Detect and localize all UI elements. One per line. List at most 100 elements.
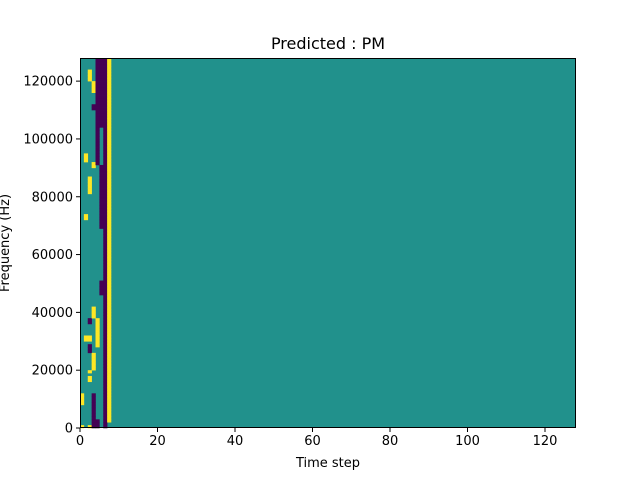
heatmap-cell [95, 419, 100, 423]
heatmap-cell [87, 69, 92, 73]
heatmap-cell [95, 115, 100, 119]
heatmap-cell [103, 257, 108, 261]
heatmap-cell [87, 72, 92, 76]
heatmap-cell [87, 78, 92, 82]
heatmap-cell [107, 107, 112, 111]
heatmap-cell [95, 98, 100, 102]
heatmap-cell [103, 373, 108, 377]
heatmap-cell [103, 156, 108, 160]
heatmap-cell [107, 196, 112, 200]
heatmap-cell [103, 367, 108, 371]
heatmap-cell [107, 306, 112, 310]
heatmap-cell [103, 219, 108, 224]
heatmap-cell [99, 60, 104, 65]
heatmap-cell [91, 312, 96, 316]
heatmap-cell [99, 75, 104, 79]
heatmap-cell [95, 92, 100, 96]
x-tick-label: 20 [149, 434, 166, 449]
heatmap-cell [107, 164, 112, 169]
heatmap-cell [83, 338, 89, 342]
heatmap-cell [103, 231, 108, 235]
heatmap-cell [107, 58, 112, 62]
heatmap-cell [103, 306, 108, 310]
heatmap-cell [99, 208, 104, 212]
heatmap-cell [95, 153, 100, 157]
heatmap-cell [103, 234, 108, 238]
heatmap-cell [95, 78, 100, 82]
heatmap-cell [107, 92, 112, 96]
heatmap-cell [87, 321, 92, 325]
heatmap-cell [103, 167, 108, 172]
y-tick-label: 0 [65, 422, 73, 437]
heatmap-cell [103, 153, 108, 157]
heatmap-cell [95, 162, 100, 166]
heatmap-cell [103, 297, 108, 302]
heatmap-cell [103, 208, 108, 212]
heatmap-cell [91, 164, 96, 169]
heatmap-cell [87, 190, 92, 195]
heatmap-cell [107, 84, 112, 88]
heatmap-cell [107, 245, 112, 250]
heatmap-cell [103, 150, 108, 154]
heatmap-cell [107, 375, 112, 380]
heatmap-cell [103, 118, 108, 122]
heatmap-cell [107, 150, 112, 154]
heatmap-cell [107, 130, 112, 134]
y-tick-label: 60000 [32, 248, 73, 263]
heatmap-cell [103, 162, 108, 166]
heatmap-cell [107, 72, 112, 76]
heatmap-cell [99, 190, 104, 195]
heatmap-cell [107, 361, 112, 365]
heatmap-cell [103, 364, 108, 368]
x-axis: 0 20 40 60 80 100 120 [76, 428, 557, 449]
heatmap-cell [107, 138, 112, 143]
y-tick-label: 100000 [23, 132, 73, 147]
heatmap-cell [95, 75, 100, 79]
heatmap-cell [107, 378, 112, 383]
heatmap-cell [103, 95, 108, 99]
heatmap-cell [107, 349, 112, 354]
heatmap-cell [103, 292, 108, 296]
heatmap-cell [91, 401, 96, 406]
heatmap-cell [107, 266, 112, 270]
heatmap-cell [103, 407, 108, 411]
x-tick-label: 40 [227, 434, 244, 449]
heatmap-cell [99, 216, 104, 221]
heatmap-cell [91, 315, 96, 319]
heatmap-cell [103, 179, 108, 183]
heatmap-cell [103, 419, 108, 423]
heatmap-cell [103, 228, 108, 232]
heatmap-cell [103, 63, 108, 67]
heatmap-cell [107, 367, 112, 371]
heatmap-cell [91, 425, 96, 429]
heatmap-cell [107, 243, 112, 247]
heatmap-cell [91, 104, 96, 108]
heatmap-cell [103, 323, 108, 328]
heatmap-cell [103, 66, 108, 70]
heatmap-cell [91, 410, 96, 414]
heatmap-cell [103, 286, 108, 290]
heatmap-cell [95, 121, 100, 125]
heatmap-cell [103, 283, 108, 287]
heatmap-cell [87, 185, 92, 189]
heatmap-cell [103, 381, 108, 385]
heatmap-cell [103, 107, 108, 111]
heatmap-cell [91, 84, 96, 88]
heatmap-cell [103, 173, 108, 177]
heatmap-cell [91, 162, 96, 166]
heatmap-cell [107, 159, 112, 163]
heatmap-cell [95, 147, 100, 151]
heatmap-cell [87, 344, 92, 348]
heatmap-cell [99, 179, 104, 183]
heatmap-cell [107, 208, 112, 212]
heatmap-cell [87, 335, 92, 339]
heatmap-cell [107, 211, 112, 215]
heatmap-cell [107, 185, 112, 189]
heatmap-cell [99, 286, 104, 290]
heatmap-cell [99, 185, 104, 189]
heatmap-cell [103, 159, 108, 163]
heatmap-cell [91, 396, 96, 400]
heatmap-cell [107, 89, 112, 93]
heatmap-cell [99, 124, 104, 128]
heatmap-cell [103, 136, 108, 140]
